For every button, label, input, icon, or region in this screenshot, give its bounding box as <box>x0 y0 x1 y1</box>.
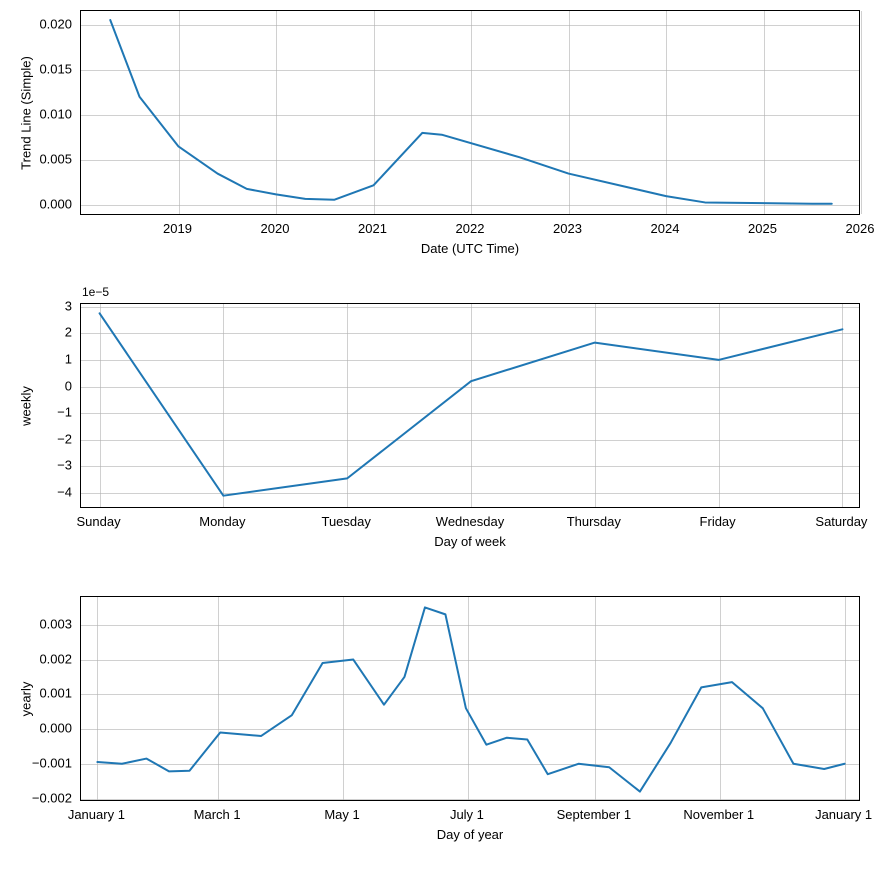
x-tick-label: Thursday <box>567 514 621 529</box>
y-tick-label: 0.020 <box>39 16 72 31</box>
x-tick-label: 2021 <box>358 221 387 236</box>
y-tick-label: 0.001 <box>39 686 72 701</box>
y-tick-label: −2 <box>57 431 72 446</box>
y-tick-label: −0.001 <box>32 755 72 770</box>
weekly-panel: SundayMondayTuesdayWednesdayThursdayFrid… <box>80 303 860 508</box>
y-tick-label: 0.015 <box>39 61 72 76</box>
y-tick-label: 0.010 <box>39 106 72 121</box>
y-tick-label: 0.000 <box>39 721 72 736</box>
x-tick-label: September 1 <box>557 807 631 822</box>
x-tick-label: 2025 <box>748 221 777 236</box>
trend-ylabel: Trend Line (Simple) <box>19 56 34 170</box>
y-tick-label: 0.000 <box>39 197 72 212</box>
y-tick-label: 0.005 <box>39 152 72 167</box>
y-tick-label: 0 <box>65 378 72 393</box>
x-tick-label: 2020 <box>261 221 290 236</box>
x-tick-label: March 1 <box>194 807 241 822</box>
weekly-ylabel: weekly <box>19 386 34 426</box>
yearly-panel: January 1March 1May 1July 1September 1No… <box>80 596 860 801</box>
x-tick-label: 2022 <box>456 221 485 236</box>
x-tick-label: Monday <box>199 514 245 529</box>
y-tick-label: 0.002 <box>39 651 72 666</box>
x-tick-label: January 1 <box>68 807 125 822</box>
grid-line <box>861 11 862 214</box>
x-tick-label: Saturday <box>815 514 867 529</box>
yearly-line <box>81 597 861 802</box>
y-tick-label: −1 <box>57 405 72 420</box>
y-tick-label: 3 <box>65 298 72 313</box>
x-tick-label: 2024 <box>651 221 680 236</box>
x-tick-label: 2019 <box>163 221 192 236</box>
y-tick-label: −0.002 <box>32 790 72 805</box>
yearly-ylabel: yearly <box>19 681 34 716</box>
trend-xlabel: Date (UTC Time) <box>421 241 519 256</box>
x-tick-label: Tuesday <box>321 514 370 529</box>
exponent-label: 1e−5 <box>82 285 109 299</box>
y-tick-label: −4 <box>57 485 72 500</box>
y-tick-label: 1 <box>65 351 72 366</box>
x-tick-label: November 1 <box>683 807 754 822</box>
x-tick-label: January 1 <box>815 807 872 822</box>
x-tick-label: 2023 <box>553 221 582 236</box>
weekly-xlabel: Day of week <box>434 534 506 549</box>
x-tick-label: July 1 <box>450 807 484 822</box>
weekly-line <box>81 304 861 509</box>
y-tick-label: 2 <box>65 325 72 340</box>
x-tick-label: Sunday <box>77 514 121 529</box>
trend-plot-area <box>80 10 860 215</box>
y-tick-label: −3 <box>57 458 72 473</box>
x-tick-label: May 1 <box>324 807 359 822</box>
figure: 2019 2020 2021 2022 2023 2024 2025 2026 0.000 0.0… <box>0 0 889 889</box>
x-tick-label: Friday <box>700 514 736 529</box>
yearly-plot-area <box>80 596 860 801</box>
trend-panel: 201920202021202220232024202520260.0000.0… <box>80 10 860 215</box>
x-tick-label: Wednesday <box>436 514 504 529</box>
weekly-plot-area <box>80 303 860 508</box>
trend-line <box>81 11 861 216</box>
y-tick-label: 0.003 <box>39 616 72 631</box>
x-tick-label: 2026 <box>846 221 875 236</box>
yearly-xlabel: Day of year <box>437 827 503 842</box>
